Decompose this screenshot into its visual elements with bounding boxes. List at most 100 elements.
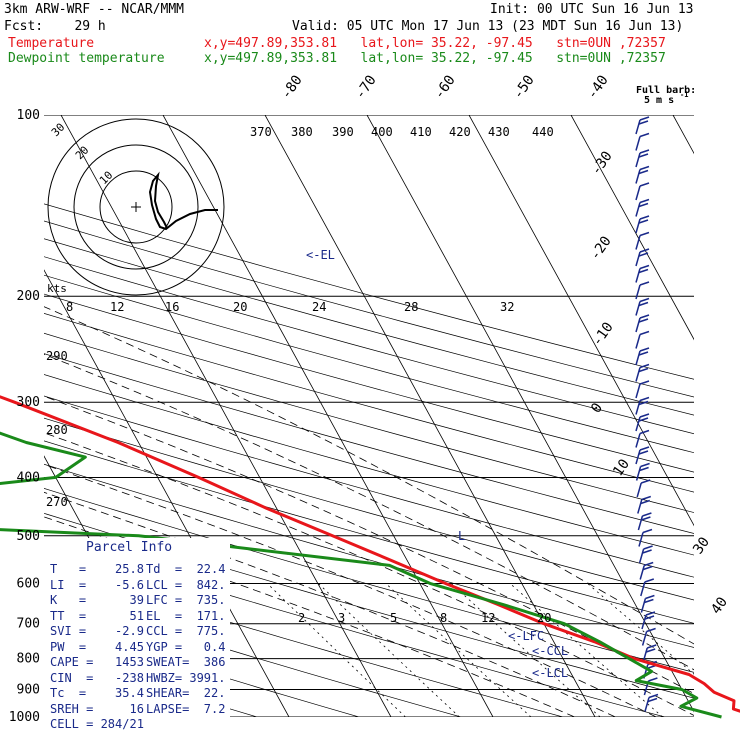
dry-adiabat-430	[44, 238, 694, 416]
wind-barb-flag	[638, 169, 649, 175]
wind-barb-flag	[639, 264, 650, 270]
isotherm-label: -30	[588, 148, 616, 178]
parcel-row: TT = 51 EL = 171.	[50, 609, 225, 623]
parcel-row: T = 25.8 Td = 22.4	[50, 562, 225, 576]
parcel-value-left: SREH = 16	[50, 701, 144, 716]
isotherm-label: -70	[352, 72, 380, 102]
moist-adiabat-12	[44, 491, 616, 717]
dry-adiabat-350	[44, 395, 694, 578]
isotherm-label: -40	[584, 72, 612, 102]
wind-barb-staff	[635, 235, 641, 250]
wind-barb-flag	[638, 450, 649, 455]
parcel-row: K = 39 LFC = 735.	[50, 593, 225, 607]
valid-time: Valid: 05 UTC Mon 17 Jun 13 (23 MDT Sun …	[292, 19, 684, 34]
wind-barb-flag	[639, 314, 650, 319]
wind-barb-staff	[635, 119, 641, 135]
dry-adiabat-390	[44, 313, 694, 493]
parcel-row: SVI = -2.9 CCL = 775.	[50, 624, 225, 638]
wind-barb-staff	[636, 482, 642, 498]
hodo-ring-30	[47, 118, 225, 296]
wind-barb-staff	[640, 598, 647, 613]
pressure-label: 100	[17, 108, 40, 123]
parcel-value-right: LAPSE= 7.2	[146, 701, 226, 716]
theta-label: 410	[410, 125, 432, 139]
wind-barb-flag	[638, 268, 649, 274]
wind-barb-staff	[639, 565, 645, 580]
annotations: <-EL <-LFC <-CCL <-LCL L	[306, 248, 568, 680]
pressure-label: 500	[17, 529, 40, 544]
barb-legend-exponent: -1	[680, 91, 688, 99]
theta-label: 370	[250, 125, 272, 139]
wind-barb-flag	[640, 499, 651, 505]
wind-barb-staff	[635, 383, 641, 399]
theta-label: 270	[46, 495, 68, 509]
wind-barb-flag	[646, 627, 656, 633]
wind-barb-flag	[638, 417, 649, 422]
forecast-hour: Fcst: 29 h	[4, 19, 106, 34]
pressure-label: 600	[17, 576, 40, 591]
mixing-ratio-5	[385, 583, 532, 717]
wind-barb-flag	[641, 495, 652, 501]
hodo-ring-20	[73, 144, 199, 270]
wind-barb-staff	[635, 400, 641, 415]
wind-barb-staff	[635, 466, 642, 481]
moist-adiabat-32	[44, 306, 694, 645]
wind-barb-flag	[640, 462, 650, 468]
wind-barb-staff	[635, 416, 641, 432]
lcl-marker: L	[458, 529, 465, 543]
wind-barb-flag	[639, 363, 650, 369]
theta-label: 430	[488, 125, 510, 139]
wind-barb-staff	[635, 367, 641, 382]
wind-barb-flag	[639, 429, 650, 435]
wind-barb-staff	[635, 317, 641, 333]
wind-barb-staff	[635, 350, 641, 366]
isotherm-label: -60	[431, 72, 459, 102]
dry-adiabat-380	[44, 332, 694, 513]
wind-barb-flag	[644, 615, 655, 620]
dry-adiabat-450	[44, 203, 694, 380]
wind-barb-flag	[638, 367, 649, 373]
wind-barb-staff	[642, 647, 648, 663]
hodo-unit: kts	[47, 282, 67, 295]
pressure-label: 800	[17, 652, 40, 667]
mixing-ratio-label: 3	[338, 611, 345, 625]
isotherm-20	[366, 115, 694, 713]
parcel-value-left: CIN = -238	[50, 670, 144, 685]
wind-barbs	[635, 116, 659, 712]
dry-adiabat-270	[44, 592, 461, 717]
isotherm-40	[570, 115, 694, 341]
wind-barb-flag	[642, 565, 653, 571]
wind-barb-flag	[638, 202, 649, 208]
dewpoint-location: x,y=497.89,353.81 lat,lon= 35.22, -97.45…	[204, 51, 666, 66]
wind-barb-flag	[644, 598, 654, 604]
wind-barb-flag	[639, 182, 650, 187]
dry-adiabat-280	[44, 565, 563, 717]
mixing-ratio-label: 2	[298, 611, 305, 625]
parcel-row: CAPE = 1453 SWEAT= 386	[50, 655, 225, 669]
parcel-row: SREH = 16 LAPSE= 7.2	[50, 702, 225, 716]
wind-barb-staff	[635, 251, 641, 267]
parcel-value-right: CCL = 775.	[146, 624, 226, 638]
wind-barb-flag	[643, 545, 653, 550]
wind-barb-flag	[639, 149, 650, 154]
wind-barb-flag	[639, 198, 650, 204]
wind-barb-staff	[635, 169, 641, 184]
dry-adiabat-400	[44, 293, 694, 473]
moist-adiabat-label: 8	[66, 300, 73, 314]
wind-barb-staff	[635, 334, 641, 349]
isotherm-label: 40	[708, 594, 731, 617]
wind-barb-staff	[635, 284, 641, 300]
parcel-value-left: Tc = 35.4	[50, 686, 144, 700]
moist-adiabat-20	[44, 432, 694, 716]
mixing-ratio-label: 12	[481, 611, 495, 625]
wind-barb-flag	[638, 219, 649, 224]
legend-dewpoint: Dewpoint temperature	[8, 51, 165, 66]
wind-barb-staff	[640, 581, 646, 597]
theta-label: 420	[449, 125, 471, 139]
parcel-value-right: LCL = 842.	[146, 577, 226, 592]
hodograph: 10 20 30 kts	[47, 118, 225, 296]
moist-adiabat-label: 24	[312, 300, 326, 314]
moist-adiabat-16	[44, 464, 657, 717]
wind-barb-flag	[645, 594, 655, 600]
